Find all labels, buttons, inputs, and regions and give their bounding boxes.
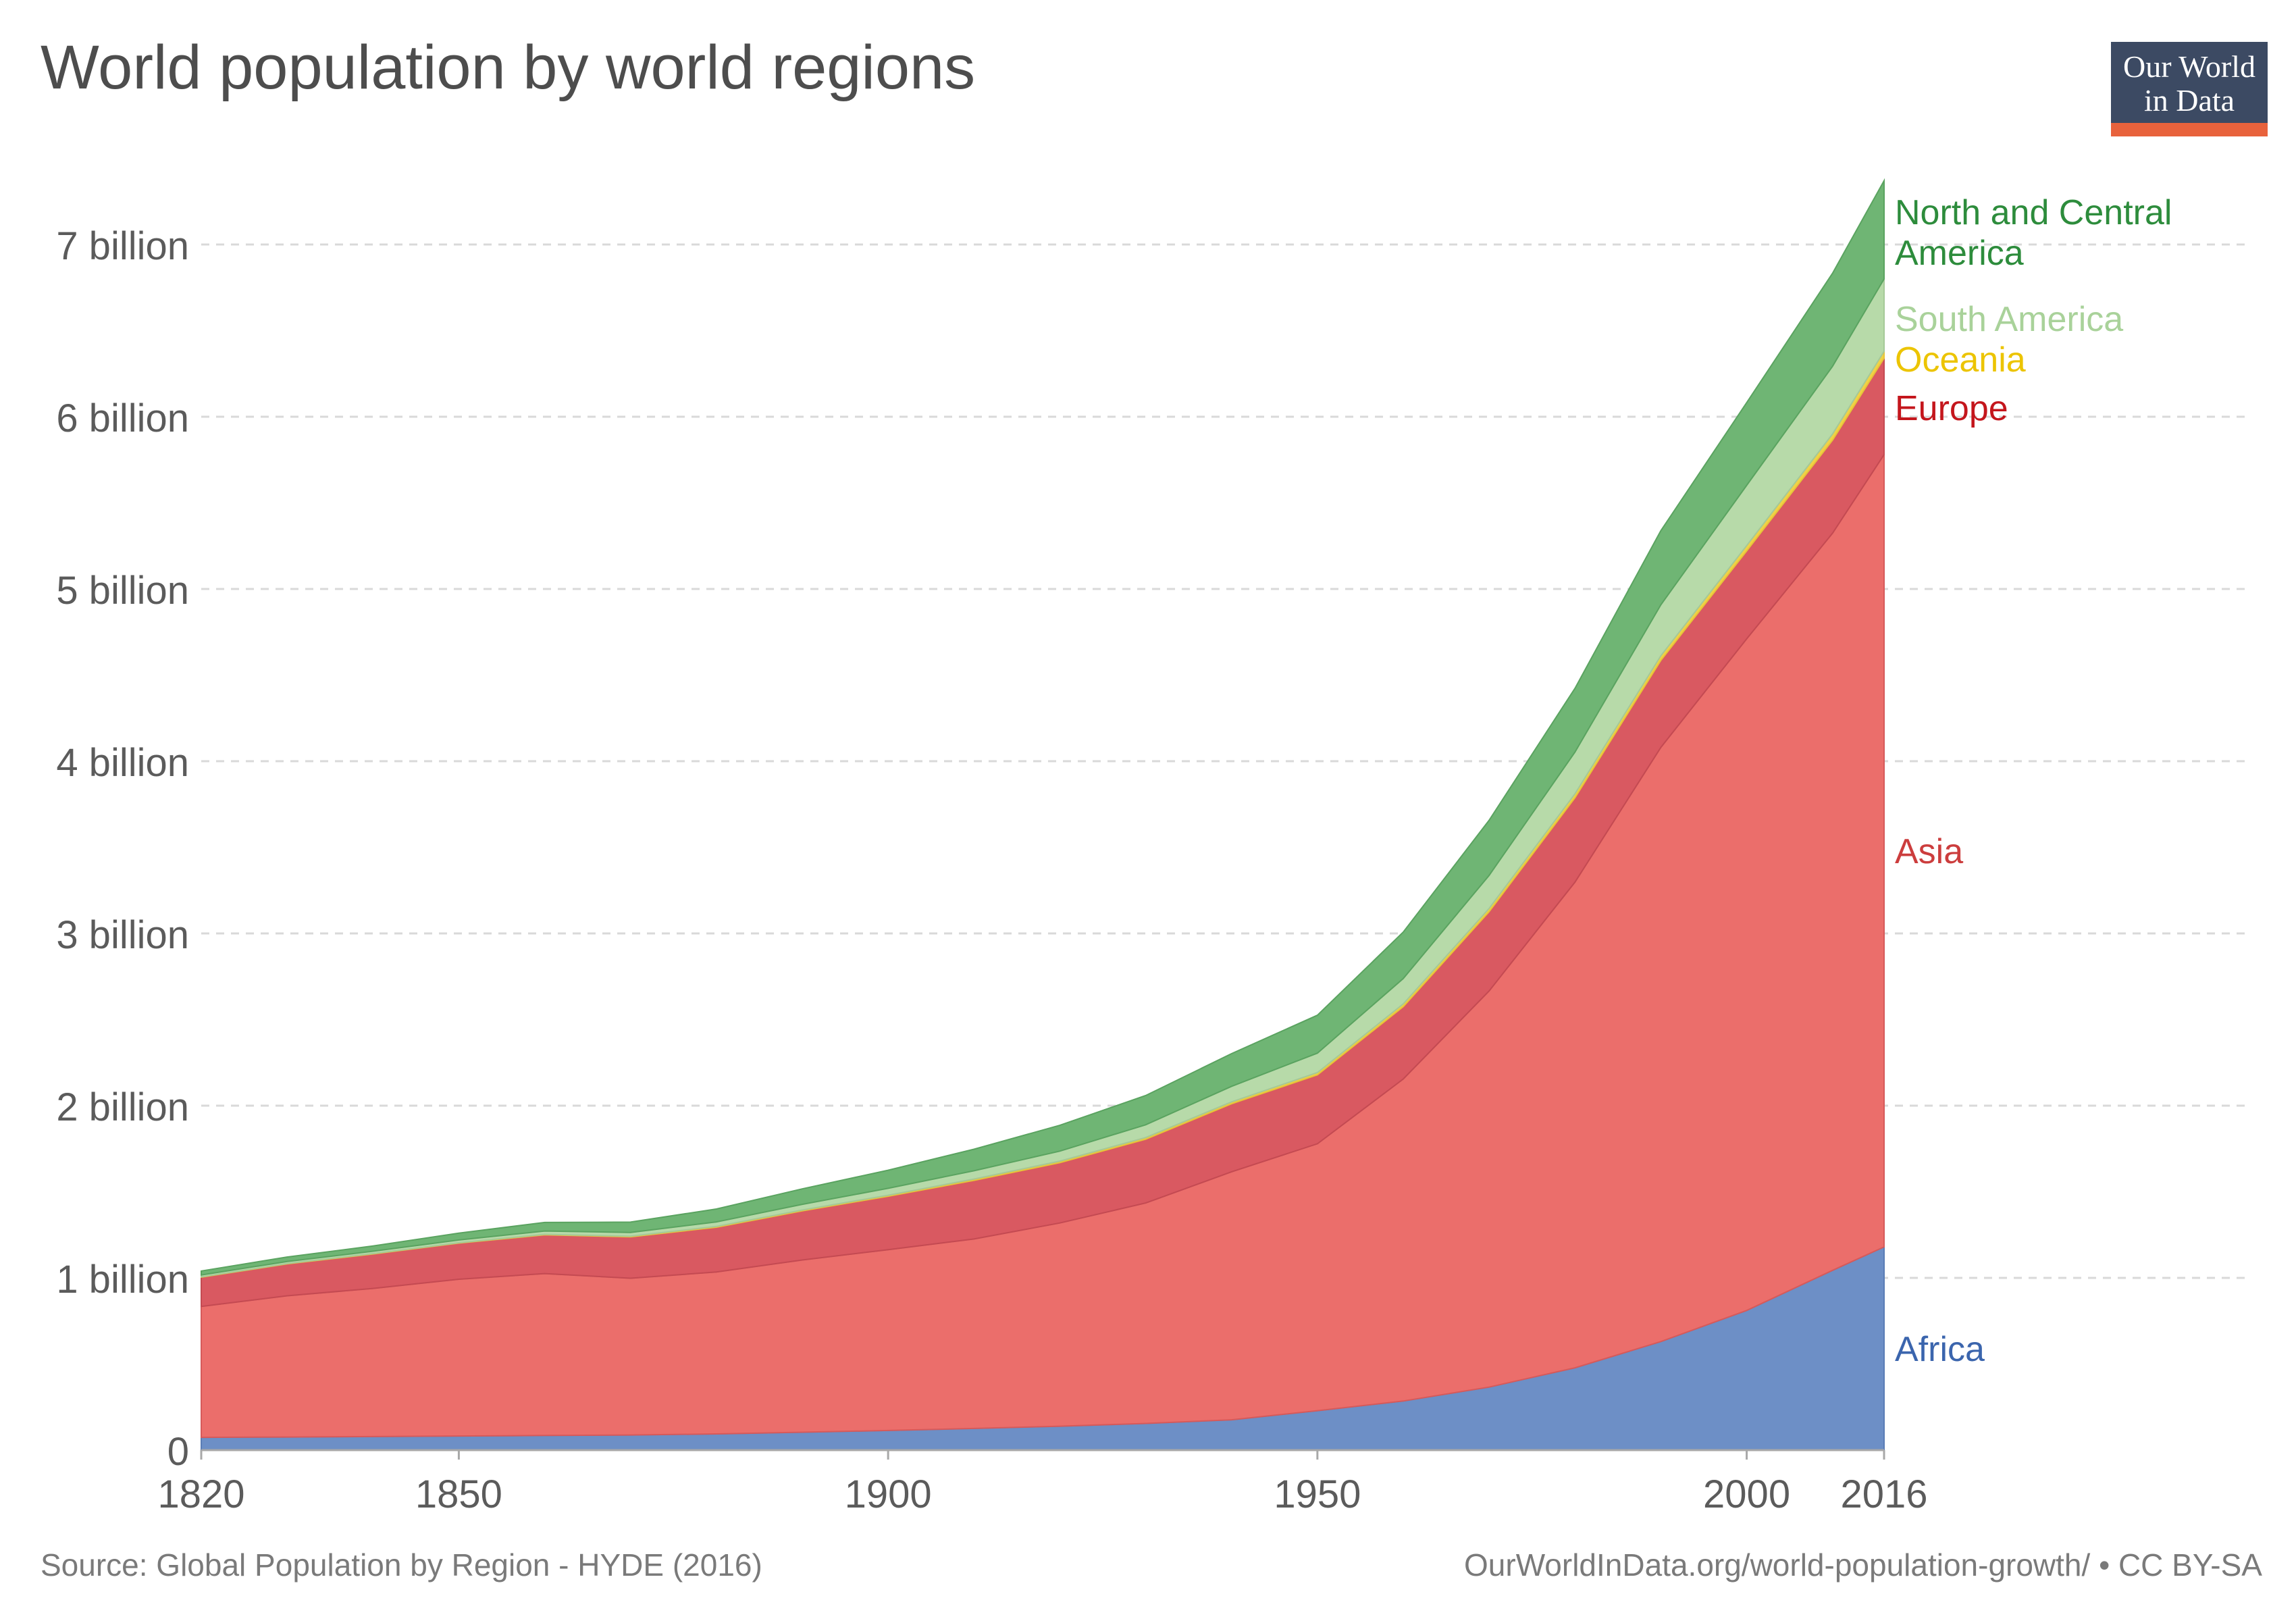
series-label: Europe	[1895, 389, 2008, 428]
owid-logo[interactable]: Our World in Data	[2111, 42, 2268, 136]
y-tick-label: 4 billion	[56, 741, 189, 785]
source-note: Source: Global Population by Region - HY…	[41, 1547, 762, 1583]
chart-title: World population by world regions	[41, 33, 976, 102]
x-axis: 1820 1850 1900 1950 2000 2016	[157, 1449, 1928, 1516]
series-label: Asia	[1895, 832, 1963, 871]
series-label: Africa	[1895, 1330, 1985, 1369]
series-label: America	[1895, 234, 2024, 273]
x-tick-label: 2000	[1703, 1472, 1790, 1516]
y-tick-label: 1 billion	[56, 1258, 189, 1302]
y-tick-label: 6 billion	[56, 396, 189, 440]
x-tick-label: 1820	[157, 1472, 244, 1516]
series-label: Oceania	[1895, 340, 2026, 380]
area-north-and-central-america[interactable]	[201, 178, 1885, 1276]
logo-line-1: Our World	[2122, 49, 2256, 84]
source-url[interactable]: OurWorldInData.org/world-population-grow…	[1464, 1547, 2262, 1583]
x-tick-label: 1950	[1274, 1472, 1361, 1516]
x-tick-label: 1850	[415, 1472, 502, 1516]
y-tick-label: 7 billion	[56, 224, 189, 268]
y-tick-label: 3 billion	[56, 913, 189, 957]
logo-accent-bar	[2111, 123, 2268, 136]
area-series	[201, 178, 1885, 1451]
x-tick-label: 1900	[845, 1472, 932, 1516]
y-tick-label: 2 billion	[56, 1085, 189, 1129]
series-label: North and Central	[1895, 193, 2172, 232]
y-tick-label: 5 billion	[56, 569, 189, 613]
y-tick-label: 0	[167, 1430, 189, 1474]
logo-line-2: in Data	[2143, 83, 2235, 118]
x-tick-label: 2016	[1840, 1472, 1927, 1516]
y-axis: 0 1 billion 2 billion 3 billion 4 billion 5 b…	[56, 224, 189, 1474]
series-label: South America	[1895, 300, 2123, 339]
